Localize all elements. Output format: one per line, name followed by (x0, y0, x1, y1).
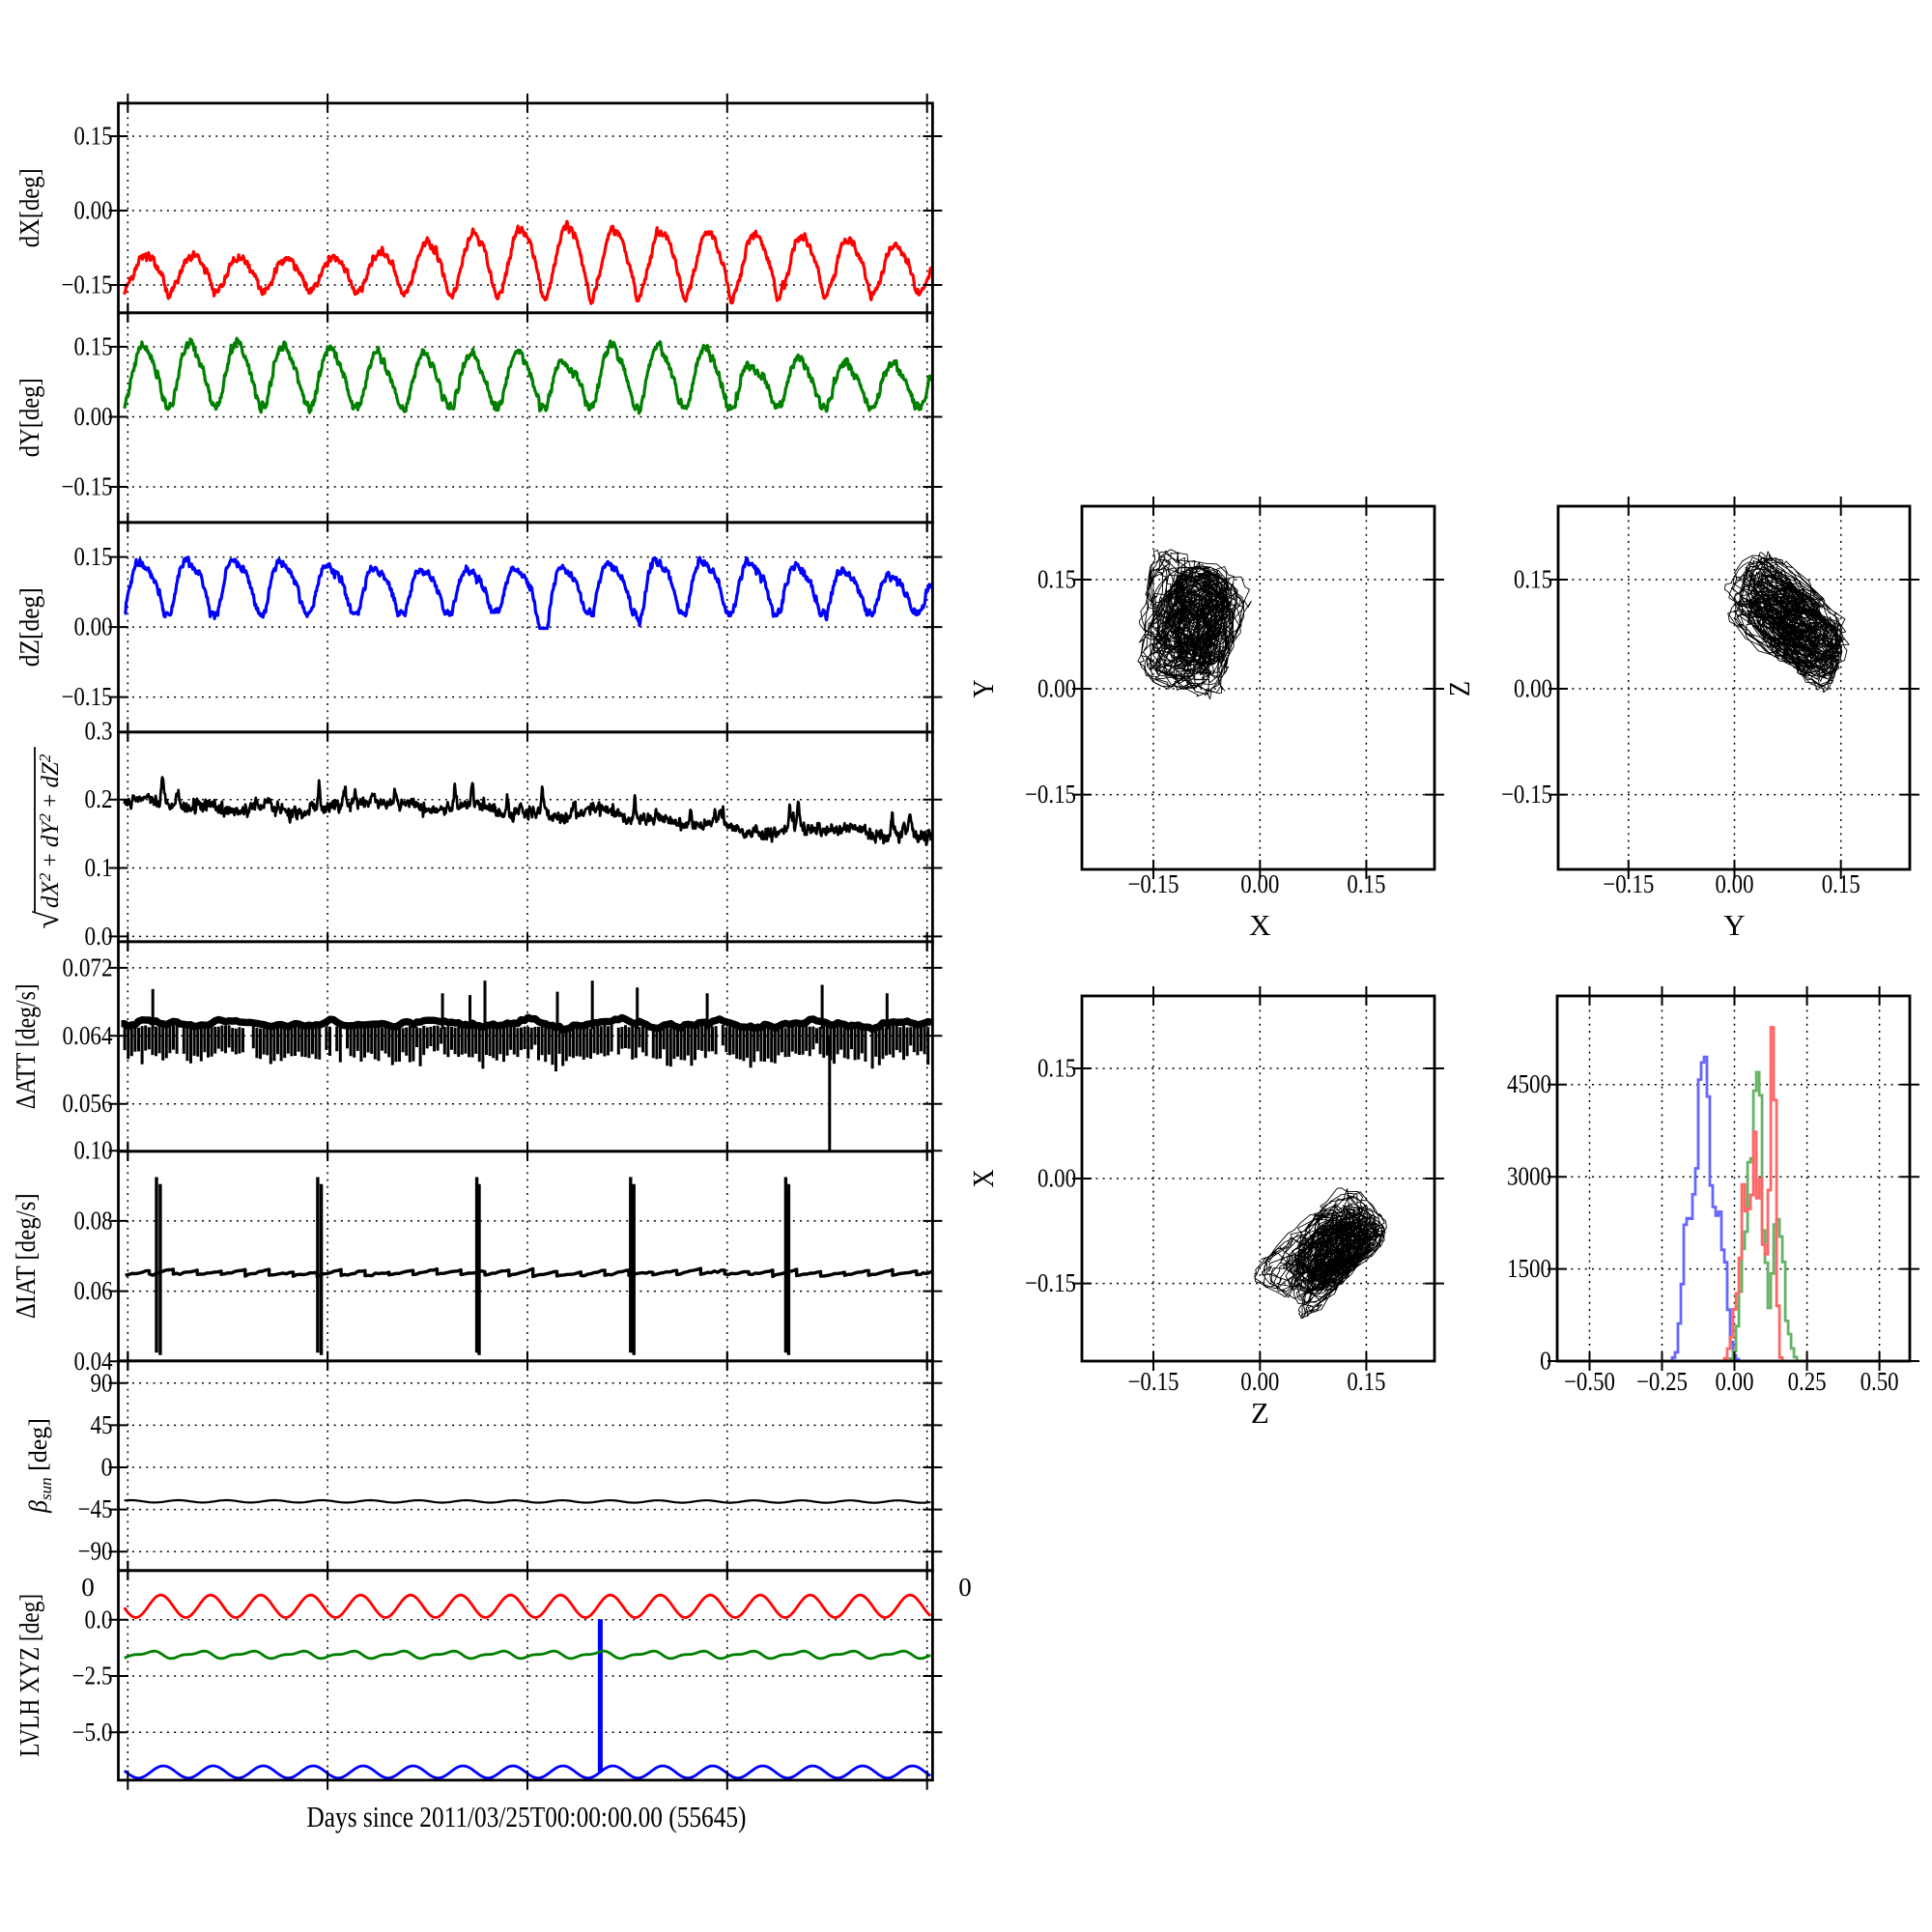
svg-text:0.00: 0.00 (1514, 674, 1552, 703)
svg-text:0.15: 0.15 (74, 122, 113, 151)
svg-text:dX[deg]: dX[deg] (14, 168, 45, 247)
svg-text:0.08: 0.08 (74, 1206, 113, 1235)
svg-text:Y: Y (1723, 908, 1745, 942)
svg-text:0.00: 0.00 (74, 196, 113, 225)
svg-text:0.25: 0.25 (1788, 1367, 1827, 1396)
svg-text:0.15: 0.15 (74, 542, 113, 571)
svg-text:−0.15: −0.15 (1128, 869, 1179, 898)
svg-text:0.00: 0.00 (1716, 869, 1754, 898)
svg-text:0: 0 (1540, 1347, 1551, 1376)
svg-text:dZ[deg]: dZ[deg] (14, 587, 45, 667)
svg-text:45: 45 (91, 1410, 113, 1439)
svg-text:−0.25: −0.25 (1636, 1367, 1688, 1396)
svg-text:0: 0 (958, 1573, 972, 1602)
svg-text:−0.15: −0.15 (1025, 1268, 1076, 1297)
svg-text:ΔATT [deg/s]: ΔATT [deg/s] (11, 983, 42, 1109)
svg-text:0.15: 0.15 (1514, 565, 1552, 594)
svg-text:4500: 4500 (1507, 1069, 1551, 1098)
svg-text:Z: Z (1442, 681, 1476, 696)
svg-text:−2.5: −2.5 (72, 1662, 113, 1690)
svg-text:0.15: 0.15 (74, 332, 113, 361)
svg-text:Days since 2011/03/25T00:00:00: Days since 2011/03/25T00:00:00.00 (55645… (307, 1800, 747, 1833)
svg-text:0.15: 0.15 (1037, 565, 1076, 594)
svg-text:0.00: 0.00 (1240, 869, 1279, 898)
svg-text:0.056: 0.056 (63, 1089, 113, 1118)
svg-text:0.0: 0.0 (85, 1605, 113, 1634)
svg-text:0.00: 0.00 (1240, 1367, 1279, 1396)
svg-text:−0.15: −0.15 (1501, 780, 1552, 809)
svg-text:0.3: 0.3 (85, 716, 113, 745)
svg-text:−0.15: −0.15 (1025, 780, 1076, 809)
svg-text:Y: Y (966, 680, 1000, 698)
svg-text:0.15: 0.15 (1822, 869, 1861, 898)
svg-text:0.2: 0.2 (85, 784, 113, 813)
svg-text:0.072: 0.072 (63, 952, 113, 981)
svg-text:−0.15: −0.15 (62, 682, 113, 711)
svg-text:X: X (966, 1170, 1000, 1188)
svg-text:−90: −90 (78, 1537, 113, 1566)
svg-text:√: √ (30, 911, 66, 929)
svg-text:LVLH XYZ [deg]: LVLH XYZ [deg] (14, 1594, 45, 1757)
svg-text:0.0: 0.0 (85, 922, 113, 951)
svg-text:−0.50: −0.50 (1564, 1367, 1615, 1396)
svg-text:dX2 + dY2 + dZ2: dX2 + dY2 + dZ2 (36, 753, 64, 908)
svg-text:−0.15: −0.15 (1603, 869, 1654, 898)
svg-text:−0.15: −0.15 (62, 270, 113, 299)
svg-text:Z: Z (1251, 1396, 1269, 1430)
svg-text:0.00: 0.00 (1037, 1164, 1076, 1193)
svg-text:0.1: 0.1 (85, 853, 113, 882)
svg-text:ΔIAT [deg/s]: ΔIAT [deg/s] (11, 1193, 42, 1319)
svg-text:0.15: 0.15 (1037, 1054, 1076, 1083)
svg-text:X: X (1249, 908, 1270, 942)
svg-text:−5.0: −5.0 (72, 1718, 113, 1747)
svg-text:0.04: 0.04 (74, 1347, 113, 1376)
svg-text:0.15: 0.15 (1347, 1367, 1385, 1396)
svg-text:0.064: 0.064 (63, 1021, 113, 1050)
svg-text:0.50: 0.50 (1861, 1367, 1899, 1396)
svg-text:dY[deg]: dY[deg] (14, 378, 45, 457)
svg-text:90: 90 (91, 1368, 113, 1397)
svg-text:0: 0 (81, 1573, 95, 1602)
svg-text:−0.15: −0.15 (1128, 1367, 1179, 1396)
svg-text:0: 0 (101, 1453, 113, 1482)
svg-text:βsun [deg]: βsun [deg] (24, 1418, 55, 1514)
svg-text:0.00: 0.00 (1037, 674, 1076, 703)
svg-text:0.10: 0.10 (74, 1136, 113, 1165)
svg-text:0.06: 0.06 (74, 1276, 113, 1305)
svg-text:−0.15: −0.15 (62, 472, 113, 501)
svg-text:3000: 3000 (1507, 1162, 1551, 1191)
svg-text:−45: −45 (78, 1494, 113, 1523)
svg-text:0.15: 0.15 (1347, 869, 1385, 898)
svg-text:0.00: 0.00 (74, 612, 113, 641)
svg-text:1500: 1500 (1507, 1254, 1551, 1283)
svg-text:0.00: 0.00 (1716, 1367, 1754, 1396)
svg-text:0.00: 0.00 (74, 402, 113, 431)
